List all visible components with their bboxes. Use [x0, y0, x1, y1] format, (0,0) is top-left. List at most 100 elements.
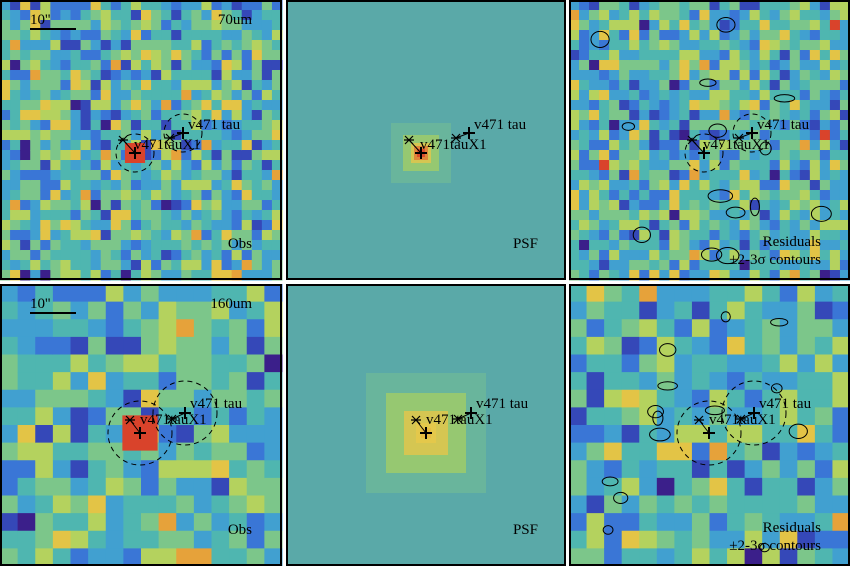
pixel [709, 260, 721, 271]
pixel [609, 180, 620, 191]
pixel [40, 240, 51, 251]
pixel [17, 407, 36, 426]
pixel [604, 336, 623, 355]
pixel [629, 210, 640, 221]
pixel [141, 336, 160, 355]
pixel [599, 20, 610, 31]
pixel [211, 170, 223, 181]
pixel [832, 442, 850, 461]
pixel [20, 230, 31, 241]
pixel [141, 0, 152, 11]
pixel [649, 190, 660, 201]
source-label: v471tauX1 [134, 137, 201, 153]
pixel [20, 130, 31, 141]
pixel [839, 210, 850, 221]
pixel [123, 477, 142, 496]
pixel [639, 495, 658, 514]
pixel [161, 220, 172, 231]
pixel [569, 548, 588, 567]
pixel [100, 140, 112, 151]
pixel [193, 425, 212, 444]
pixel [141, 130, 152, 141]
pixel [88, 284, 107, 303]
pixel [50, 110, 61, 121]
pixel [20, 250, 31, 261]
pixel [819, 60, 831, 71]
contour [788, 423, 808, 439]
pixel [779, 70, 791, 81]
pixel [659, 50, 670, 61]
pixel [639, 140, 650, 151]
pixel [211, 90, 223, 101]
pixel [779, 336, 798, 355]
pixel [201, 210, 212, 221]
pixel [674, 513, 693, 532]
pixel [231, 240, 243, 251]
pixel [809, 170, 821, 181]
pixel [151, 60, 162, 71]
pixel [70, 260, 82, 271]
pixel [814, 495, 833, 514]
pixel [699, 140, 710, 151]
pixel [679, 20, 690, 31]
pixel [832, 477, 850, 496]
pixel [799, 220, 811, 231]
pixel [639, 250, 650, 261]
pixel [171, 0, 182, 11]
pixel [130, 250, 142, 261]
pixel [30, 180, 41, 191]
pixel [779, 354, 798, 373]
pixel [829, 250, 841, 261]
pixel [727, 354, 746, 373]
pixel [604, 354, 623, 373]
pixel [60, 210, 71, 221]
pixel [130, 180, 142, 191]
pixel [621, 354, 640, 373]
pixel [70, 10, 82, 21]
pixel [0, 260, 11, 271]
pixel [10, 110, 21, 121]
pixel [171, 120, 182, 131]
pixel [797, 477, 816, 496]
pixel [814, 301, 833, 320]
pixel [90, 230, 102, 241]
pixel [229, 319, 248, 338]
pixel [17, 354, 36, 373]
pixel [171, 180, 182, 191]
pixel [80, 260, 92, 271]
pixel [739, 80, 751, 91]
panel-frame [0, 0, 282, 280]
pixel [819, 220, 831, 231]
pixel [120, 30, 132, 41]
pixel [20, 220, 31, 231]
pixel [679, 190, 690, 201]
pixel [779, 120, 791, 131]
pixel [727, 425, 746, 444]
pixel [779, 460, 798, 479]
pixel [251, 220, 263, 231]
contour [770, 317, 789, 327]
pixel [649, 200, 660, 211]
pixel [609, 0, 620, 11]
pixel [797, 548, 816, 567]
pixel [193, 319, 212, 338]
pixel [221, 130, 233, 141]
pixel [749, 260, 761, 271]
pixel [599, 130, 610, 141]
pixel [211, 210, 223, 221]
pixel [60, 180, 71, 191]
pixel [193, 460, 212, 479]
pixel [762, 495, 781, 514]
pixel [799, 210, 811, 221]
pixel [50, 130, 61, 141]
connector [169, 132, 184, 139]
pixel [579, 30, 590, 41]
panel-label: ±2-3σ contours [729, 252, 821, 268]
pixel [171, 140, 182, 151]
pixel [241, 160, 253, 171]
pixel [80, 100, 92, 111]
pixel [221, 20, 233, 31]
pixel [639, 319, 658, 338]
pixel [719, 100, 731, 111]
pixel [20, 80, 31, 91]
